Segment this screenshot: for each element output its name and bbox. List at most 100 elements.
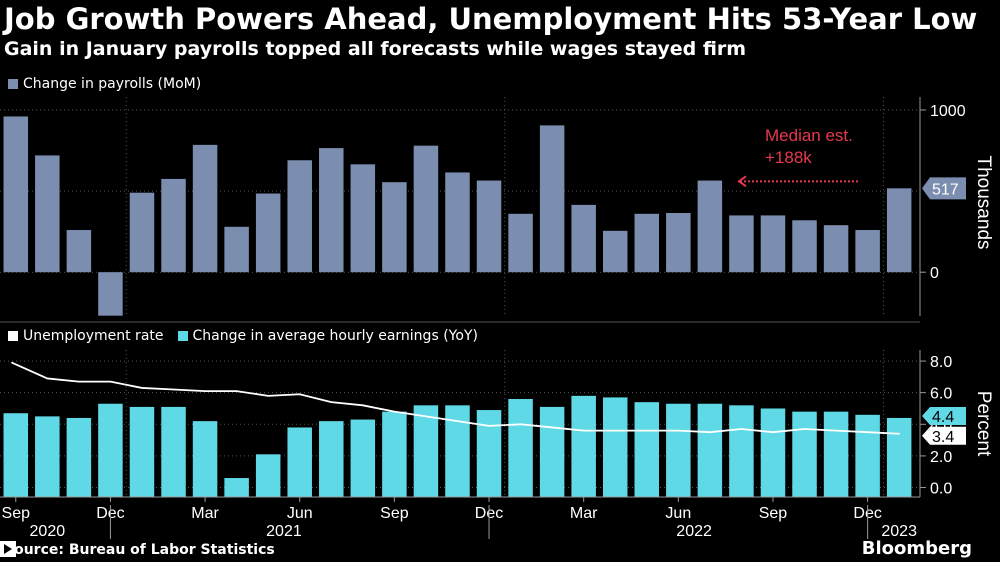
brand-logo-icon: [0, 541, 16, 557]
legend-swatch-earnings: [177, 331, 188, 341]
chart-title: Job Growth Powers Ahead, Unemployment Hi…: [4, 2, 978, 36]
x-year-label: 2023: [881, 523, 917, 540]
legend-label-earnings: Change in average hourly earnings (YoY): [192, 328, 478, 344]
annotation-arrow-head: [737, 175, 747, 188]
unemployment-point: [267, 395, 269, 397]
payroll-bar: [666, 212, 691, 273]
earnings-bar: [602, 397, 628, 497]
earnings-bar: [224, 478, 249, 497]
legend-swatch-unemployment: [8, 331, 18, 341]
payroll-bar: [224, 226, 249, 273]
payroll-bar: [508, 213, 533, 273]
earnings-bar: [66, 417, 92, 497]
payroll-bar: [445, 172, 470, 273]
unemployment-point: [740, 428, 743, 430]
earnings-bar: [192, 421, 218, 497]
top-tick-label: 0: [930, 265, 939, 282]
bottom-axis-title: Percent: [973, 391, 994, 457]
unemployment-point: [835, 429, 837, 432]
payroll-bar: [697, 180, 723, 273]
x-month-label: Jun: [287, 505, 313, 522]
payroll-bar: [729, 215, 754, 273]
payroll-value-label: 517: [932, 181, 959, 198]
source-note: Source: Bureau of Labor Statistics: [4, 542, 275, 558]
earnings-bar: [508, 399, 533, 497]
payroll-bar: [98, 272, 123, 316]
payroll-bar: [539, 125, 565, 273]
payroll-bar: [634, 213, 660, 273]
payroll-value-tag: [922, 177, 966, 200]
unemployment-point: [488, 425, 490, 427]
legend-label-payrolls: Change in payrolls (MoM): [23, 76, 202, 92]
earnings-bar: [98, 403, 123, 497]
unemployment-point: [898, 432, 900, 435]
payroll-bar: [129, 192, 155, 273]
annotation-line1: Median est.: [765, 126, 853, 145]
payroll-bar: [35, 155, 60, 273]
earnings-value-label: 4.4: [932, 409, 954, 426]
unemployment-point: [709, 431, 711, 433]
earnings-bar: [476, 410, 502, 497]
unemployment-point: [393, 410, 396, 413]
unemployment-value-tag: [922, 426, 966, 445]
earnings-bar: [539, 406, 565, 497]
payroll-bar: [382, 182, 407, 273]
unemployment-point: [109, 380, 112, 383]
earnings-bar: [792, 411, 817, 497]
payroll-bar: [792, 220, 817, 273]
x-month-label: Sep: [2, 505, 31, 522]
top-tick-label: 1000: [930, 103, 966, 120]
earnings-bar: [350, 419, 376, 497]
unemployment-point: [551, 426, 553, 429]
unemployment-point: [772, 431, 774, 433]
unemployment-point: [204, 390, 206, 392]
bottom-tick-label: 8.0: [930, 354, 952, 371]
payroll-bar: [476, 180, 502, 273]
unemployment-value-label: 3.4: [932, 429, 954, 446]
earnings-bar: [823, 411, 849, 497]
bottom-tick-label: 6.0: [930, 386, 952, 403]
earnings-bar: [634, 402, 660, 497]
unemployment-point: [425, 415, 427, 418]
unemployment-point: [172, 388, 175, 391]
x-year-label: 2022: [676, 523, 712, 540]
payroll-bar: [192, 144, 218, 273]
unemployment-point: [11, 361, 13, 364]
unemployment-point: [235, 390, 238, 392]
unemployment-point: [362, 404, 364, 407]
payroll-bar: [571, 204, 596, 273]
payroll-bar: [823, 225, 849, 273]
unemployment-point: [866, 431, 869, 433]
payroll-bar: [161, 178, 186, 273]
payroll-bar: [413, 145, 439, 273]
unemployment-point: [456, 420, 459, 422]
payroll-bar: [886, 188, 912, 273]
payroll-bar: [319, 148, 344, 273]
unemployment-point: [519, 423, 522, 426]
earnings-bar: [287, 427, 312, 497]
unemployment-point: [582, 429, 585, 432]
earnings-bar: [255, 454, 281, 497]
unemployment-point: [141, 387, 143, 389]
unemployment-point: [330, 401, 333, 403]
top-axis-title: Thousands: [973, 155, 994, 249]
earnings-bar: [129, 406, 155, 497]
unemployment-point: [803, 428, 806, 430]
earnings-bar: [161, 406, 186, 497]
unemployment-point: [614, 429, 617, 432]
legend-payrolls: Change in payrolls (MoM): [8, 76, 201, 92]
unemployment-point: [677, 429, 680, 432]
legend-swatch-payrolls: [8, 79, 18, 89]
earnings-bar: [855, 414, 880, 497]
bottom-tick-label: 0.0: [930, 481, 952, 498]
x-month-label: Mar: [191, 505, 219, 522]
earnings-bar: [760, 408, 786, 497]
x-month-label: Sep: [759, 505, 788, 522]
legend-label-unemployment: Unemployment rate: [23, 328, 164, 344]
earnings-bar: [413, 405, 439, 497]
earnings-bar: [666, 403, 691, 497]
payroll-bar: [602, 230, 628, 273]
x-year-label: 2021: [266, 523, 302, 540]
payroll-bar: [66, 230, 92, 273]
payroll-bar: [3, 116, 29, 273]
